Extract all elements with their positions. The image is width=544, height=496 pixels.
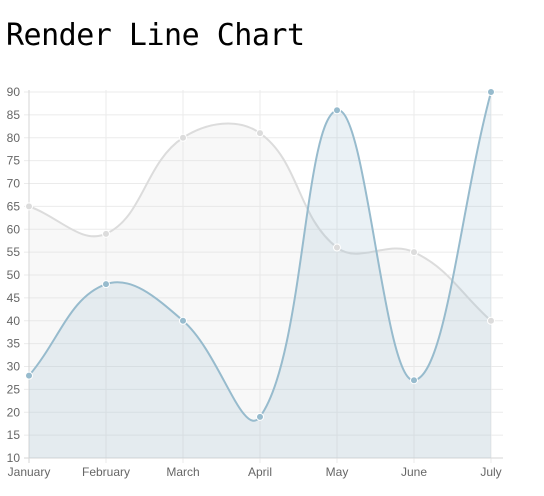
data-point-blue[interactable] (256, 412, 264, 421)
x-tick-label: July (480, 465, 501, 479)
y-tick-label: 15 (7, 428, 21, 442)
y-tick-label: 65 (7, 199, 21, 213)
y-tick-label: 90 (7, 85, 21, 99)
y-tick-label: 35 (7, 337, 21, 351)
data-point-blue[interactable] (410, 376, 418, 385)
x-tick-label: June (401, 465, 427, 479)
series-layer (28, 91, 492, 459)
data-point-blue[interactable] (102, 280, 110, 289)
data-point-gray[interactable] (256, 129, 264, 138)
y-tick-label: 30 (7, 360, 21, 374)
data-point-gray[interactable] (333, 243, 341, 252)
x-tick-labels: January February March April May June July (8, 465, 502, 479)
x-tick-label: January (8, 465, 51, 479)
y-tick-label: 80 (7, 131, 21, 145)
data-point-gray[interactable] (487, 316, 495, 325)
y-tick-label: 25 (7, 382, 21, 396)
grid (24, 90, 503, 463)
data-point-blue[interactable] (487, 88, 495, 96)
data-point-blue[interactable] (333, 106, 341, 115)
points-layer (25, 88, 495, 421)
data-point-blue[interactable] (179, 316, 187, 325)
y-tick-label: 20 (7, 405, 21, 419)
y-tick-labels: 10 15 20 25 30 35 40 45 50 55 60 65 70 75 80 85 90 (7, 85, 21, 465)
y-tick-label: 75 (7, 154, 21, 168)
y-tick-label: 10 (7, 451, 21, 465)
x-tick-label: February (82, 465, 130, 479)
y-tick-label: 60 (7, 222, 21, 236)
series-area-blue (29, 92, 491, 458)
data-point-gray[interactable] (410, 248, 418, 257)
y-tick-label: 50 (7, 268, 21, 282)
data-point-gray[interactable] (179, 133, 187, 142)
y-tick-label: 45 (7, 291, 21, 305)
x-tick-label: April (248, 465, 272, 479)
data-point-gray[interactable] (102, 229, 110, 238)
data-point-blue[interactable] (25, 371, 33, 380)
y-tick-label: 40 (7, 314, 21, 328)
series-area-gray (29, 123, 491, 459)
axes (24, 90, 503, 463)
data-point-gray[interactable] (25, 202, 33, 211)
y-tick-label: 70 (7, 177, 21, 191)
y-tick-label: 85 (7, 108, 21, 122)
x-tick-label: May (326, 465, 349, 479)
page-title: Render Line Chart (6, 18, 305, 53)
y-tick-label: 55 (7, 245, 21, 259)
x-tick-label: March (166, 465, 199, 479)
series-line-blue (28, 91, 492, 422)
